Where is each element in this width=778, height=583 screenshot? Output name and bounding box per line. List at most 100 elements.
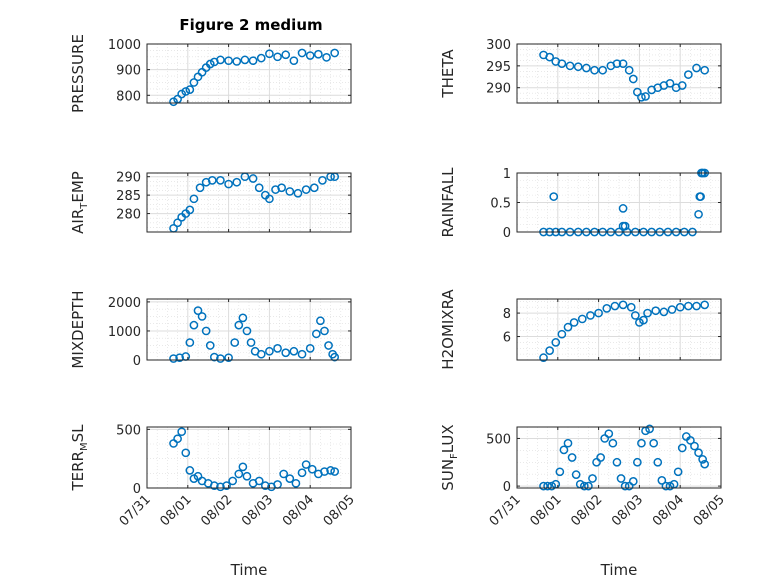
data-point (590, 65, 599, 75)
axes-box (516, 43, 722, 104)
data-point (665, 481, 675, 491)
y-tick-label: 0 (503, 226, 511, 241)
data-point (545, 346, 554, 355)
data-point (665, 78, 675, 88)
data-point (700, 459, 710, 469)
data-point (248, 174, 258, 183)
y-axis-label: PRESSURE (69, 34, 87, 113)
data-point (624, 65, 634, 75)
y-tick-label: 0 (133, 354, 141, 369)
axes-box (146, 172, 352, 233)
data-point (630, 311, 640, 320)
data-point (545, 52, 554, 62)
y-tick-label: 900 (116, 64, 141, 79)
data-point (273, 52, 282, 62)
y-axis-label: THETA (439, 49, 457, 99)
y-tick-label: 1000 (108, 38, 141, 53)
y-tick-label: 0 (503, 480, 511, 495)
data-point (222, 481, 231, 491)
data-point (602, 304, 612, 313)
data-point (254, 476, 264, 486)
y-tick-label: 1 (503, 167, 511, 182)
y-tick-label: 500 (486, 432, 511, 447)
data-point (297, 48, 307, 58)
data-point (209, 352, 219, 362)
data-point (586, 311, 595, 320)
data-point (305, 344, 315, 353)
data-point (256, 53, 266, 63)
data-point (330, 467, 340, 476)
data-point (246, 338, 256, 347)
data-point (645, 424, 654, 434)
axes-background (517, 44, 721, 103)
data-point (324, 341, 333, 350)
data-point (320, 467, 329, 476)
data-point (265, 346, 274, 356)
data-point (637, 92, 646, 102)
data-point (620, 221, 630, 231)
y-tick-label: 290 (116, 171, 141, 186)
data-point (309, 183, 319, 193)
data-point (584, 481, 593, 491)
data-point (557, 59, 567, 69)
data-point (626, 302, 636, 312)
data-point (563, 438, 573, 448)
data-point (289, 56, 299, 66)
data-point (320, 326, 329, 336)
data-point (588, 474, 597, 483)
data-point (173, 218, 182, 228)
data-point (549, 192, 559, 201)
data-point (612, 59, 622, 69)
y-axis-label: H2OMIXRA (439, 289, 457, 370)
data-point (281, 348, 291, 358)
subplot-5: 0 1000 2000 MIXDEPTH (69, 290, 352, 369)
data-point (661, 481, 671, 491)
axes-box (146, 298, 352, 361)
data-point (216, 55, 225, 65)
data-point (551, 338, 561, 347)
axes-background (147, 173, 351, 232)
data-point (694, 448, 703, 458)
data-point (232, 177, 242, 187)
data-point (242, 326, 252, 336)
data-point (205, 341, 215, 350)
data-point (675, 302, 685, 312)
data-point (330, 48, 340, 58)
data-point (322, 52, 331, 62)
y-tick-label: 1000 (108, 325, 141, 340)
data-point (193, 306, 203, 315)
data-point (240, 55, 250, 65)
data-point (173, 434, 182, 444)
data-point (189, 320, 199, 330)
data-point (216, 176, 225, 185)
data-point (256, 349, 266, 359)
data-point (216, 482, 225, 492)
data-point (539, 481, 548, 491)
data-point (181, 448, 191, 458)
data-point (305, 51, 315, 60)
data-point (289, 346, 299, 356)
data-point (185, 205, 195, 215)
data-point (582, 63, 591, 73)
y-tick-label: 8 (503, 307, 511, 322)
data-point (565, 61, 575, 71)
data-point (563, 322, 573, 332)
data-point (628, 476, 638, 486)
x-axis-label: Time (600, 561, 638, 579)
data-point (628, 74, 638, 84)
data-point (610, 301, 620, 311)
subplot-1: 800 900 1000 PRESSURE (69, 34, 352, 113)
data-point (189, 78, 199, 87)
data-point (633, 87, 642, 97)
y-axis-label: TERRMSL (69, 424, 90, 492)
data-point (316, 316, 325, 326)
data-point (326, 466, 335, 475)
axes-box (146, 43, 352, 104)
y-tick-label: 0 (133, 482, 141, 497)
data-point (653, 457, 663, 467)
data-point (297, 349, 307, 359)
data-point (569, 318, 579, 327)
y-tick-label: 290 (486, 82, 511, 97)
data-point (185, 338, 195, 347)
